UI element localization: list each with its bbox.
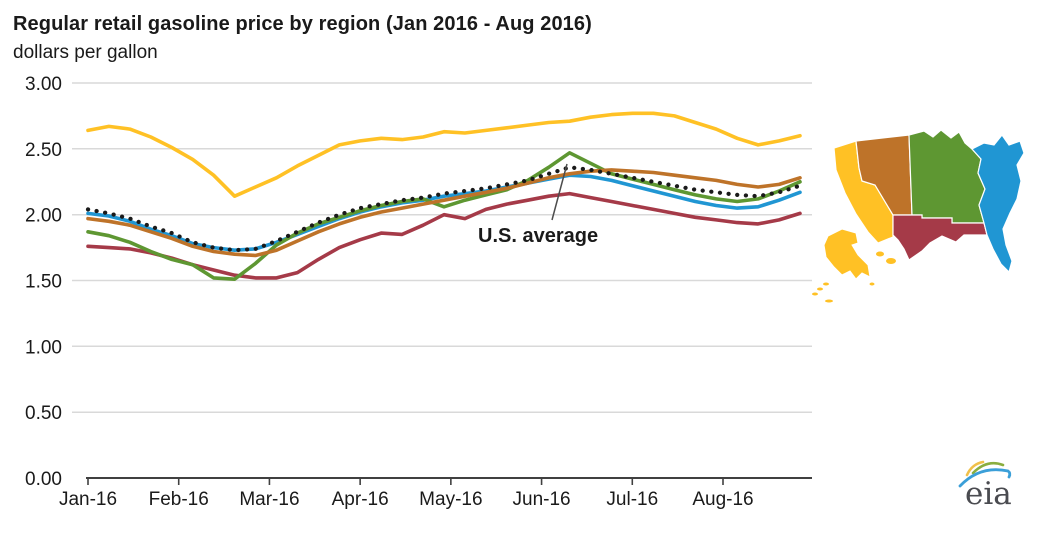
y-tick-label: 1.00 xyxy=(25,337,62,358)
x-tick-label: Jul-16 xyxy=(606,489,658,510)
map-aleutian-island xyxy=(869,282,875,286)
chart-subtitle: dollars per gallon xyxy=(13,42,158,63)
map-region-alaska xyxy=(823,228,871,280)
padd-region-map xyxy=(812,129,1025,303)
map-region-hawaii xyxy=(886,258,896,264)
x-tick-label: Apr-16 xyxy=(332,489,389,510)
y-tick-label: 2.50 xyxy=(25,140,62,161)
y-tick-label: 0.50 xyxy=(25,403,62,424)
x-tick-label: Jun-16 xyxy=(513,489,571,510)
us-average-annotation: U.S. average xyxy=(478,225,598,247)
series-line-west-coast xyxy=(86,111,802,198)
annotation-leader-line xyxy=(551,163,568,221)
series-line-us-average xyxy=(85,165,803,253)
series-line-midwest xyxy=(86,151,802,282)
x-tick-label: Feb-16 xyxy=(149,489,209,510)
map-region-hawaii xyxy=(876,251,884,257)
logo-blue-swoosh-icon xyxy=(958,468,1012,488)
x-tick-label: Aug-16 xyxy=(692,489,753,510)
logo-text: eia xyxy=(965,476,1012,512)
map-region-gulf-coast xyxy=(892,214,988,261)
x-tick-label: Mar-16 xyxy=(239,489,299,510)
map-aleutian-island xyxy=(825,299,833,303)
x-tick-label: Jan-16 xyxy=(59,489,117,510)
map-region-east-coast xyxy=(971,133,1025,274)
map-aleutian-island xyxy=(823,282,829,286)
y-tick-label: 2.00 xyxy=(25,206,62,227)
eia-logo: eia xyxy=(958,460,1012,512)
series-line-east-coast xyxy=(86,173,802,252)
logo-green-swoosh-icon xyxy=(971,461,1005,475)
chart-title: Regular retail gasoline price by region … xyxy=(13,13,592,35)
y-tick-label: 1.50 xyxy=(25,272,62,293)
map-region-midwest xyxy=(908,129,986,224)
map-aleutian-island xyxy=(817,287,823,291)
map-aleutian-island xyxy=(812,292,818,296)
y-tick-label: 0.00 xyxy=(25,469,62,490)
logo-yellow-swoosh-icon xyxy=(965,460,985,477)
x-tick-label: May-16 xyxy=(419,489,482,510)
series-line-rocky-mountain xyxy=(86,168,802,258)
series-line-gulf-coast xyxy=(86,191,802,280)
y-tick-label: 3.00 xyxy=(25,74,62,95)
